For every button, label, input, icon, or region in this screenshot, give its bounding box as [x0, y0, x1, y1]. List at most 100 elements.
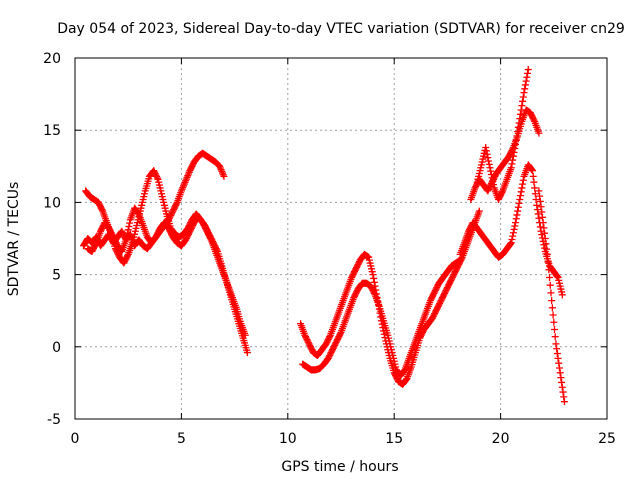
data-point-fill	[554, 354, 562, 362]
y-tick-label: 10	[43, 195, 61, 211]
data-point	[475, 207, 483, 215]
data-point-fill	[511, 144, 519, 152]
data-point-fill	[534, 210, 542, 218]
x-tick-label: 10	[279, 431, 297, 447]
data-point-fill	[514, 207, 522, 215]
data-point-fill	[532, 196, 540, 204]
data-point-fill	[509, 156, 517, 164]
data-point-fill	[511, 222, 519, 230]
data-point-fill	[485, 157, 493, 165]
data-point-fill	[514, 203, 522, 211]
data-point-fill	[515, 199, 523, 207]
data-point	[520, 89, 528, 97]
x-tick-label: 5	[177, 431, 186, 447]
series-track-i	[535, 187, 568, 406]
data-point-fill	[508, 160, 516, 168]
data-point	[529, 167, 537, 175]
data-point-fill	[336, 330, 344, 338]
data-point-fill	[536, 192, 544, 200]
data-point-fill	[510, 148, 518, 156]
plot-frame	[74, 57, 608, 420]
data-points	[80, 66, 568, 406]
series-track-d	[297, 207, 483, 388]
y-axis-label: SDTVAR / TECUs	[6, 182, 22, 297]
data-point-fill	[543, 245, 551, 253]
data-point	[369, 271, 377, 279]
data-point-fill	[507, 240, 515, 248]
data-point-fill	[541, 229, 549, 237]
data-point-fill	[537, 203, 545, 211]
data-point-fill	[531, 184, 539, 192]
data-point-fill	[523, 73, 531, 81]
data-point-fill	[546, 273, 554, 281]
data-point-fill	[535, 214, 543, 222]
data-point-fill	[517, 106, 525, 114]
data-point-fill	[522, 77, 530, 85]
data-point-fill	[549, 311, 557, 319]
data-point-fill	[513, 132, 521, 140]
data-point-fill	[528, 166, 536, 174]
data-point-fill	[547, 289, 555, 297]
data-point	[558, 291, 566, 299]
y-tick-label: 5	[52, 268, 61, 284]
data-point-fill	[498, 188, 506, 196]
data-point-fill	[530, 116, 538, 124]
data-point-fill	[489, 177, 497, 185]
data-point-fill	[538, 213, 546, 221]
data-point-fill	[558, 378, 566, 386]
tick-labels: 0 5 10 15 20 25 -5 0 5 10 15 20	[43, 51, 616, 447]
data-point-fill	[482, 147, 490, 155]
y-tick-label: 20	[43, 51, 61, 67]
data-point-fill	[559, 388, 567, 396]
data-point-fill	[519, 93, 527, 101]
data-point-fill	[518, 184, 526, 192]
data-point-fill	[550, 318, 558, 326]
data-point-fill	[521, 81, 529, 89]
data-point-fill	[370, 278, 378, 286]
data-point-fill	[484, 154, 492, 162]
data-point-fill	[510, 225, 518, 233]
data-point-fill	[92, 240, 100, 248]
data-point-fill	[546, 281, 554, 289]
data-point	[122, 236, 130, 244]
x-axis-label: GPS time / hours	[281, 459, 398, 475]
data-point	[507, 164, 515, 172]
data-point-fill	[509, 229, 517, 237]
data-point-fill	[542, 240, 550, 248]
data-point-fill	[548, 304, 556, 312]
series-track-h	[473, 66, 532, 204]
data-point	[507, 239, 515, 247]
data-point-fill	[514, 128, 522, 136]
data-point-fill	[519, 176, 527, 184]
data-point-fill	[558, 383, 566, 391]
chart-title: Day 054 of 2023, Sidereal Day-to-day VTE…	[57, 21, 625, 37]
data-point-fill	[529, 172, 537, 180]
data-point-fill	[553, 273, 561, 281]
data-point-fill	[485, 160, 493, 168]
data-point-fill	[544, 258, 552, 266]
data-point-fill	[512, 215, 520, 223]
data-point	[511, 219, 519, 227]
data-point-fill	[153, 174, 161, 182]
data-point-fill	[540, 224, 548, 232]
data-point	[556, 369, 564, 377]
data-point-fill	[126, 219, 134, 227]
data-point-fill	[530, 178, 538, 186]
data-point	[516, 115, 524, 123]
data-point-fill	[517, 188, 525, 196]
grid-lines	[75, 58, 607, 419]
data-point	[552, 340, 560, 348]
data-point	[220, 172, 228, 180]
data-point	[511, 141, 519, 149]
data-point	[482, 144, 490, 152]
data-point	[243, 349, 251, 357]
data-point-fill	[536, 197, 544, 205]
data-point-fill	[509, 232, 517, 240]
data-point-fill	[123, 233, 131, 241]
data-point-fill	[555, 359, 563, 367]
x-tick-label: 15	[385, 431, 403, 447]
data-point-fill	[98, 206, 106, 214]
data-point	[535, 187, 543, 195]
data-point-fill	[124, 226, 132, 234]
data-point-fill	[557, 374, 565, 382]
